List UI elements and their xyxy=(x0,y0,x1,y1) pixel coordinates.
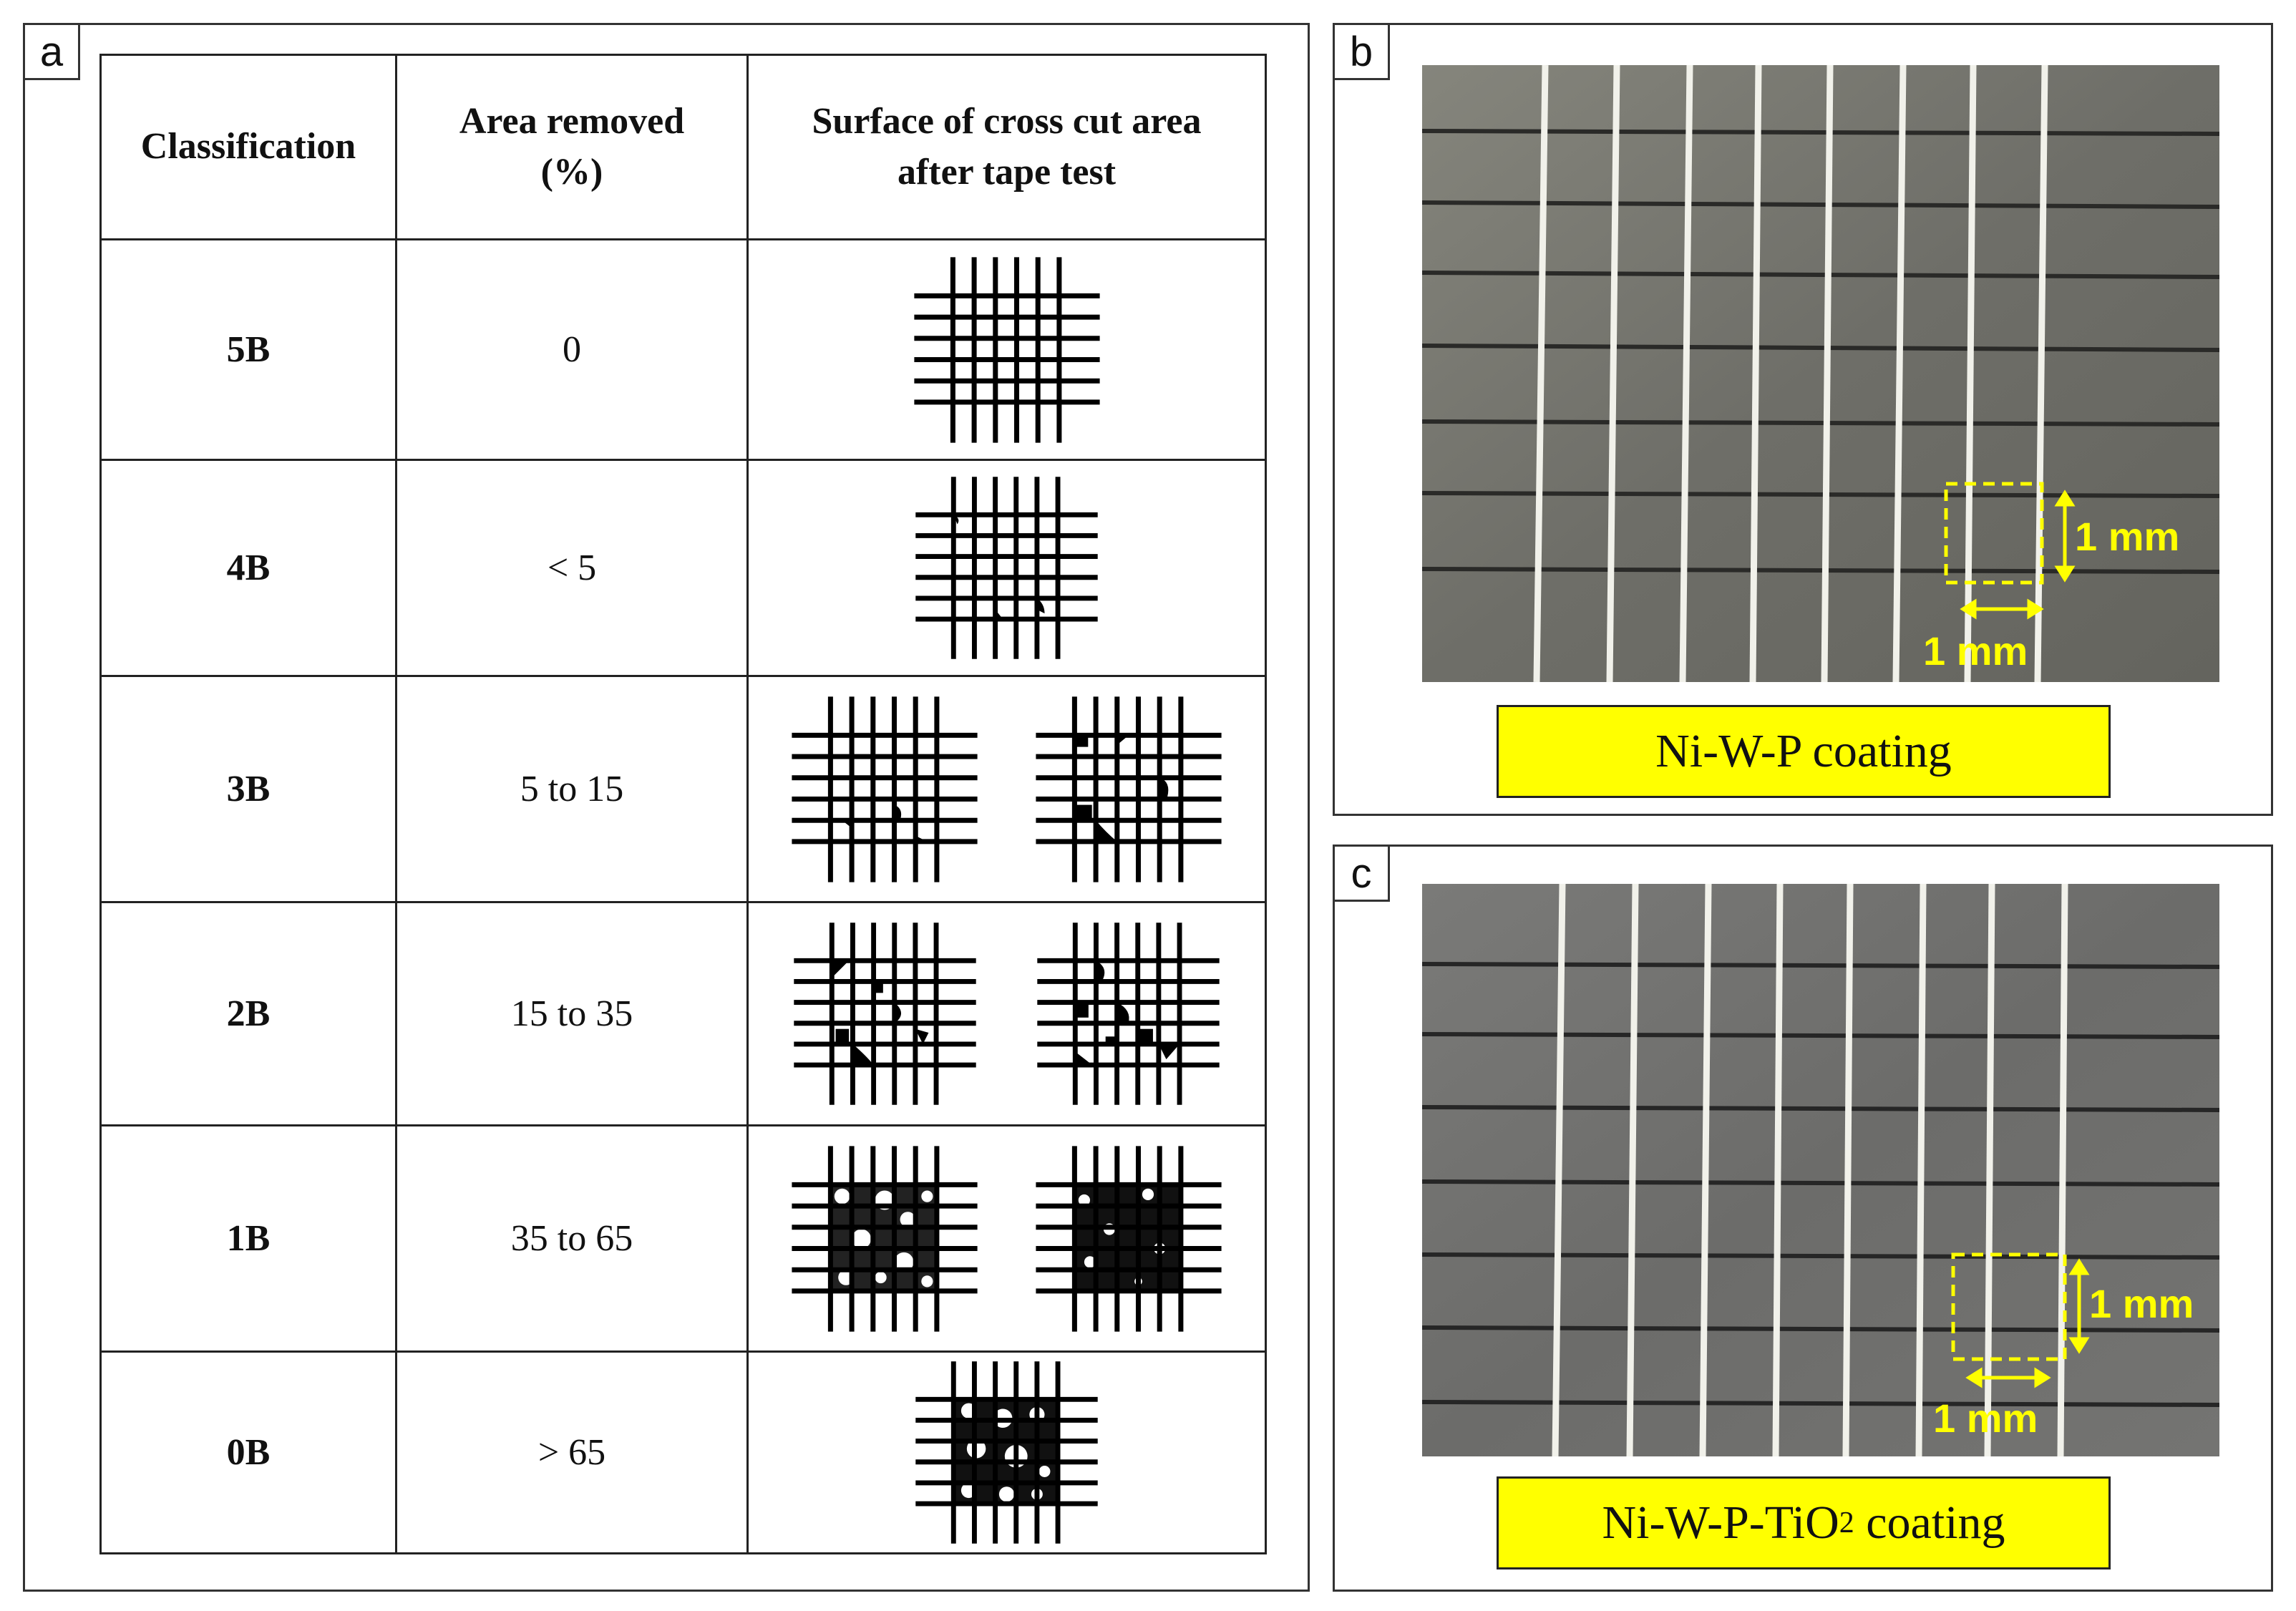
crosscut-grid-1b-left-icon xyxy=(792,1145,978,1332)
row-area-removed: 0 xyxy=(395,238,749,461)
ni-w-p-tio2-crosscut-photo: 1 mm 1 mm xyxy=(1422,884,2219,1456)
row-area-removed: 35 to 65 xyxy=(395,1124,749,1353)
header-area-line2: (%) xyxy=(540,151,603,193)
table-header-row: Classification Area removed (%) Surface … xyxy=(99,54,1267,240)
crosscut-grid-1b-right-icon xyxy=(1036,1145,1222,1332)
row-surface-illustration xyxy=(746,1124,1267,1353)
table-row: 2B 15 to 35 xyxy=(99,901,1267,1126)
row-area-removed: < 5 xyxy=(395,459,749,677)
panel-a: a Classification Area removed (%) Surfac… xyxy=(23,23,1310,1592)
row-surface-illustration xyxy=(746,238,1267,461)
header-classification-text: Classification xyxy=(140,126,356,167)
caption-ni-w-p: Ni-W-P coating xyxy=(1497,705,2111,798)
row-classification: 2B xyxy=(99,901,397,1126)
crosscut-grid-3b-right-icon xyxy=(1036,696,1222,882)
table-row: 5B 0 xyxy=(99,238,1267,461)
table-row: 0B > 65 xyxy=(99,1350,1267,1554)
table-row: 3B 5 to 15 xyxy=(99,675,1267,903)
scale-label-horizontal: 1 mm xyxy=(1933,1396,2038,1441)
header-surface-line2: after tape test xyxy=(897,151,1117,193)
caption-text-tail: coating xyxy=(1854,1496,2005,1549)
crosscut-grid-4b-icon xyxy=(915,477,1098,659)
header-surface: Surface of cross cut area after tape tes… xyxy=(746,54,1267,240)
caption-ni-w-p-tio2: Ni-W-P-TiO 2 coating xyxy=(1497,1476,2111,1569)
caption-text-main: Ni-W-P-TiO xyxy=(1602,1496,1839,1549)
panel-c: c xyxy=(1333,845,2273,1592)
crosscut-grid-2b-left-icon xyxy=(794,923,976,1105)
row-classification: 5B xyxy=(99,238,397,461)
header-area-line1: Area removed xyxy=(459,101,685,142)
crosscut-photo-b-icon: 1 mm 1 mm xyxy=(1422,65,2219,682)
scale-label-vertical: 1 mm xyxy=(2075,514,2179,559)
row-area-removed: 15 to 35 xyxy=(395,901,749,1126)
header-area-removed: Area removed (%) xyxy=(395,54,749,240)
row-surface-illustration xyxy=(746,1350,1267,1554)
crosscut-grid-2b-right-icon xyxy=(1037,923,1220,1105)
panel-a-letter: a xyxy=(23,23,80,80)
header-classification: Classification xyxy=(99,54,397,240)
panel-b: b xyxy=(1333,23,2273,816)
row-surface-illustration xyxy=(746,901,1267,1126)
row-classification: 3B xyxy=(99,675,397,903)
crosscut-grid-5b-icon xyxy=(913,256,1100,443)
row-area-removed: > 65 xyxy=(395,1350,749,1554)
panel-b-letter: b xyxy=(1333,23,1390,80)
crosscut-grid-3b-left-icon xyxy=(792,696,978,882)
classification-table: Classification Area removed (%) Surface … xyxy=(99,54,1267,1554)
row-area-removed: 5 to 15 xyxy=(395,675,749,903)
crosscut-photo-c-icon: 1 mm 1 mm xyxy=(1422,884,2219,1456)
table-row: 4B < 5 xyxy=(99,459,1267,677)
scale-label-horizontal: 1 mm xyxy=(1923,628,2028,673)
row-surface-illustration xyxy=(746,459,1267,677)
row-classification: 1B xyxy=(99,1124,397,1353)
row-classification: 0B xyxy=(99,1350,397,1554)
caption-text-subscript: 2 xyxy=(1839,1507,1854,1539)
row-classification: 4B xyxy=(99,459,397,677)
row-surface-illustration xyxy=(746,675,1267,903)
header-surface-line1: Surface of cross cut area xyxy=(812,101,1202,142)
caption-text: Ni-W-P coating xyxy=(1655,725,1952,777)
ni-w-p-crosscut-photo: 1 mm 1 mm xyxy=(1422,65,2219,682)
scale-label-vertical: 1 mm xyxy=(2089,1281,2194,1326)
panel-c-letter: c xyxy=(1333,845,1390,902)
crosscut-grid-0b-icon xyxy=(915,1361,1098,1544)
table-row: 1B 35 to 65 xyxy=(99,1124,1267,1353)
